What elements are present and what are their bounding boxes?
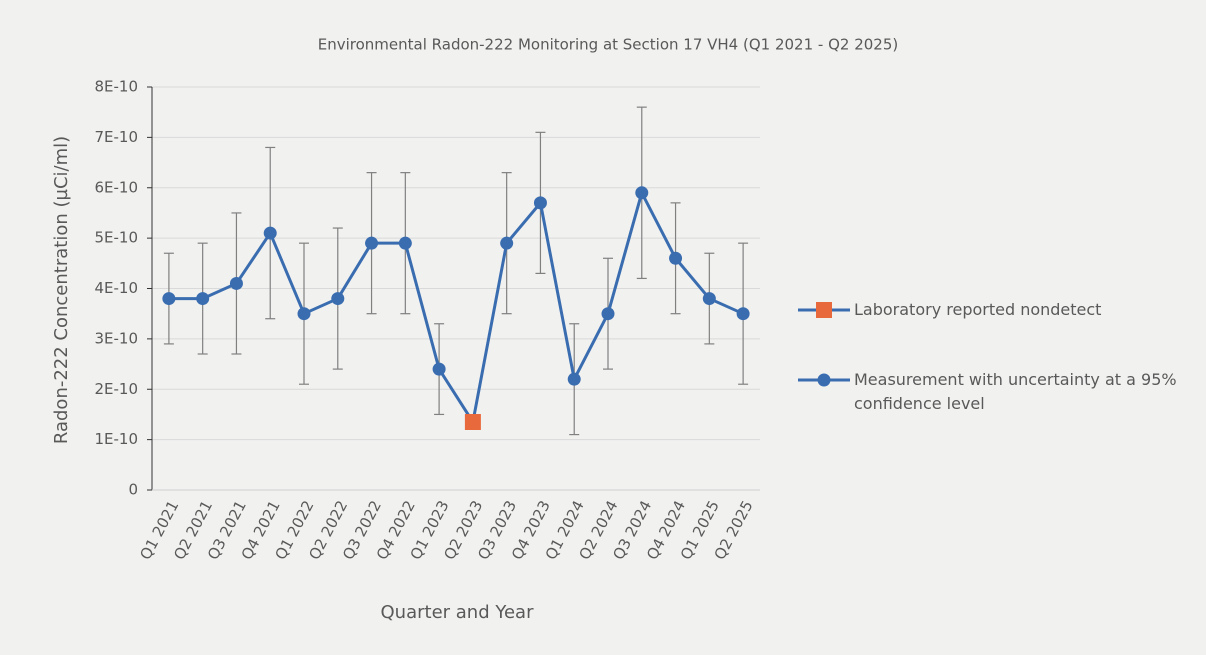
x-axis-label: Quarter and Year — [381, 602, 535, 623]
marker — [669, 251, 683, 265]
marker — [297, 307, 311, 321]
marker — [601, 307, 615, 321]
marker — [635, 186, 649, 200]
marker — [196, 292, 210, 306]
y-tick-label: 3E-10 — [94, 329, 138, 347]
marker — [398, 236, 412, 250]
y-tick-label: 6E-10 — [94, 178, 138, 196]
marker — [533, 196, 547, 210]
marker — [432, 362, 446, 376]
marker — [500, 236, 514, 250]
legend-marker — [816, 302, 832, 318]
marker — [464, 413, 481, 430]
y-axis-label: Radon-222 Concentration (µCi/ml) — [51, 136, 72, 444]
y-tick-label: 4E-10 — [94, 279, 138, 297]
marker — [263, 226, 277, 240]
marker — [736, 307, 750, 321]
marker — [331, 292, 345, 306]
y-tick-label: 1E-10 — [94, 430, 138, 448]
legend-marker — [817, 373, 831, 387]
marker — [702, 292, 716, 306]
legend-label: Measurement with uncertainty at a 95% co… — [854, 370, 1177, 413]
chart-title: Environmental Radon-222 Monitoring at Se… — [318, 36, 898, 54]
y-tick-label: 8E-10 — [94, 78, 138, 96]
y-tick-label: 7E-10 — [94, 128, 138, 146]
marker — [162, 292, 176, 306]
marker — [229, 276, 243, 290]
legend-label: Laboratory reported nondetect — [854, 300, 1102, 319]
y-tick-label: 0 — [128, 481, 138, 499]
y-tick-label: 5E-10 — [94, 229, 138, 247]
y-tick-label: 2E-10 — [94, 380, 138, 398]
series-line — [168, 188, 744, 426]
marker — [567, 372, 581, 386]
marker — [365, 236, 379, 250]
